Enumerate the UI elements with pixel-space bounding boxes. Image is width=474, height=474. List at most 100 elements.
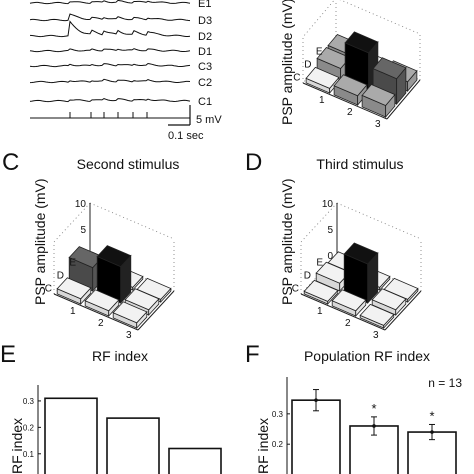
mean-point (430, 430, 434, 434)
grid-line (53, 202, 91, 243)
panel-d-title: Third stimulus (316, 156, 403, 172)
z-tick-label: 10 (75, 199, 87, 210)
bar-3d (371, 288, 407, 317)
panel-d-letter: D (245, 149, 262, 176)
bar-top-face (315, 261, 351, 284)
panel-f-letter: F (245, 341, 260, 368)
trace-line (29, 0, 191, 5)
col-tick-label: 3 (373, 330, 379, 341)
col-tick-label: 2 (98, 318, 104, 329)
row-tick-label: E (316, 47, 323, 58)
z-tick-label: 5 (327, 225, 333, 236)
mean-point (372, 424, 376, 428)
bar-3d (359, 303, 395, 330)
panel-b-3d-bar-chart: PSP amplitude (mV) EDC 1 2 3 (279, 0, 421, 130)
panel-c-title: Second stimulus (77, 156, 180, 172)
bar-top-face (333, 74, 368, 97)
axis-line (384, 290, 422, 331)
trace-label: D3 (198, 15, 212, 27)
b-y-axis-label: PSP amplitude (mV) (279, 0, 295, 125)
trace-label: C1 (198, 96, 212, 108)
z-tick-label: 0 (327, 251, 333, 262)
row-tick-label: E (69, 258, 76, 269)
axis-line (386, 79, 421, 120)
grid-line (302, 0, 335, 38)
panel-e-letter: E (0, 341, 16, 368)
d-y-axis-label: PSP amplitude (mV) (279, 178, 295, 305)
row-tick-label: C (293, 73, 300, 84)
bar-top-face (359, 303, 395, 326)
trace-line (29, 62, 191, 68)
y-tick-label: 0.3 (23, 397, 35, 406)
bar (44, 397, 98, 474)
col-tick-label: 3 (126, 330, 132, 341)
z-tick-label: 10 (322, 199, 334, 210)
bar-3d (331, 289, 367, 318)
e-y-axis-label: RF index (9, 418, 25, 474)
bar-3d (333, 74, 368, 107)
row-tick-label: C (45, 284, 52, 295)
bar (106, 417, 160, 474)
f-n-label: n = 13 (428, 376, 462, 390)
mean-point (314, 398, 318, 402)
bar-3d (56, 277, 92, 306)
panel-f-bar-chart: F Population RF index n = 13 RF index 0.… (245, 341, 462, 474)
y-tick-label: 0.2 (272, 440, 284, 449)
bar-top-face (56, 277, 92, 300)
col-tick-label: 1 (317, 306, 323, 317)
bar-top-face (136, 277, 172, 300)
axis-line (302, 82, 388, 120)
trace-label: C2 (198, 77, 212, 89)
y-tick-label: 0.2 (23, 423, 35, 432)
bar-top-face (124, 288, 160, 311)
panel-d-3d-bar-chart: D Third stimulus PSP amplitude (mV) 0 5 10… (245, 149, 422, 341)
scale-time-label: 0.1 sec (168, 130, 204, 142)
col-tick-label: 1 (319, 95, 325, 106)
panel-c-letter: C (2, 149, 19, 176)
trace-line (29, 13, 191, 22)
bar-3d (361, 84, 396, 119)
grid-line (339, 0, 421, 35)
panel-e-title: RF index (92, 348, 148, 364)
bar-top-face (383, 277, 419, 300)
col-tick-label: 3 (375, 119, 381, 130)
bar-top-face (331, 289, 367, 312)
f-y-axis-label: RF index (255, 418, 271, 474)
panel-e-bar-chart: E RF index RF index 0.1 0.2 0.3 (0, 341, 222, 474)
trace-line (29, 20, 191, 38)
trace-line (29, 48, 191, 53)
bar-top-face (344, 31, 379, 54)
significance-star: * (371, 401, 376, 416)
z-tick-label: 5 (80, 225, 86, 236)
axis-line (137, 290, 175, 331)
row-tick-label: D (57, 271, 64, 282)
row-tick-label: E (316, 258, 323, 269)
bar-top-face (372, 57, 407, 80)
bar-top-face (84, 289, 120, 312)
bar-top-face (343, 242, 379, 265)
bar-top-face (361, 84, 396, 106)
bar-top-face (305, 66, 340, 89)
trace-label: D2 (198, 31, 212, 43)
row-tick-label: D (304, 271, 311, 282)
row-tick-label: C (292, 284, 299, 295)
trace-label: E1 (198, 0, 211, 10)
bar-top-face (96, 245, 132, 268)
grid-line (300, 202, 338, 243)
axis-line (300, 293, 386, 331)
y-tick-label: 0.1 (23, 450, 35, 459)
bar (168, 447, 222, 474)
scale-voltage-label: 5 mV (196, 114, 222, 126)
row-tick-label: D (304, 60, 311, 71)
col-tick-label: 2 (347, 107, 353, 118)
col-tick-label: 2 (345, 318, 351, 329)
bar-top-face (112, 301, 148, 324)
significance-star: * (429, 408, 434, 423)
bar-top-face (303, 279, 339, 302)
bar-3d (112, 301, 148, 330)
y-tick-label: 0.3 (272, 410, 284, 419)
trace-label: C3 (198, 61, 212, 73)
trace-line (29, 78, 191, 84)
trace-panel: E1 D3 D2 D1 C3 C2 C1 5 mV 0.1 sec (29, 0, 222, 142)
